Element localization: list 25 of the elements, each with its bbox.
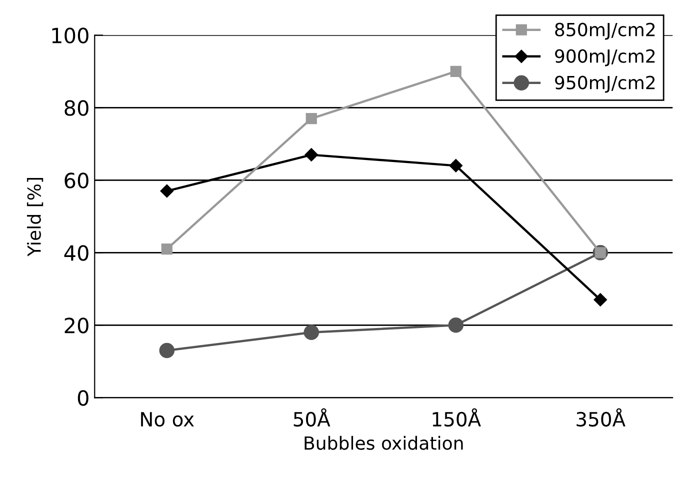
point — [594, 293, 607, 306]
point — [159, 342, 175, 358]
y-axis-title: Yield [%] — [26, 178, 44, 256]
legend-label: 950mJ/cm2 — [555, 76, 655, 93]
y-tick-label: 20 — [64, 318, 88, 334]
point — [448, 318, 464, 333]
x-tick-label: 150Å — [432, 408, 481, 427]
point — [304, 148, 318, 162]
x-tick-label: 350Å — [576, 408, 626, 427]
point — [306, 112, 317, 124]
x-axis-title: Bubbles oxidation — [304, 436, 463, 450]
point — [304, 324, 320, 340]
x-tick-label: No ox — [141, 412, 194, 427]
point — [160, 184, 174, 198]
y-tick-label: 80 — [64, 100, 88, 116]
y-tick-label: 100 — [52, 28, 88, 44]
legend-label: 850mJ/cm2 — [555, 22, 655, 40]
point — [450, 66, 462, 77]
y-tick-label: 0 — [78, 390, 88, 406]
y-tick-label: 40 — [64, 245, 88, 261]
point — [161, 243, 172, 255]
y-tick-label: 60 — [64, 172, 88, 188]
point — [449, 159, 462, 172]
legend-label: 900mJ/cm2 — [555, 49, 655, 66]
x-tick-label: 50Å — [294, 408, 330, 427]
